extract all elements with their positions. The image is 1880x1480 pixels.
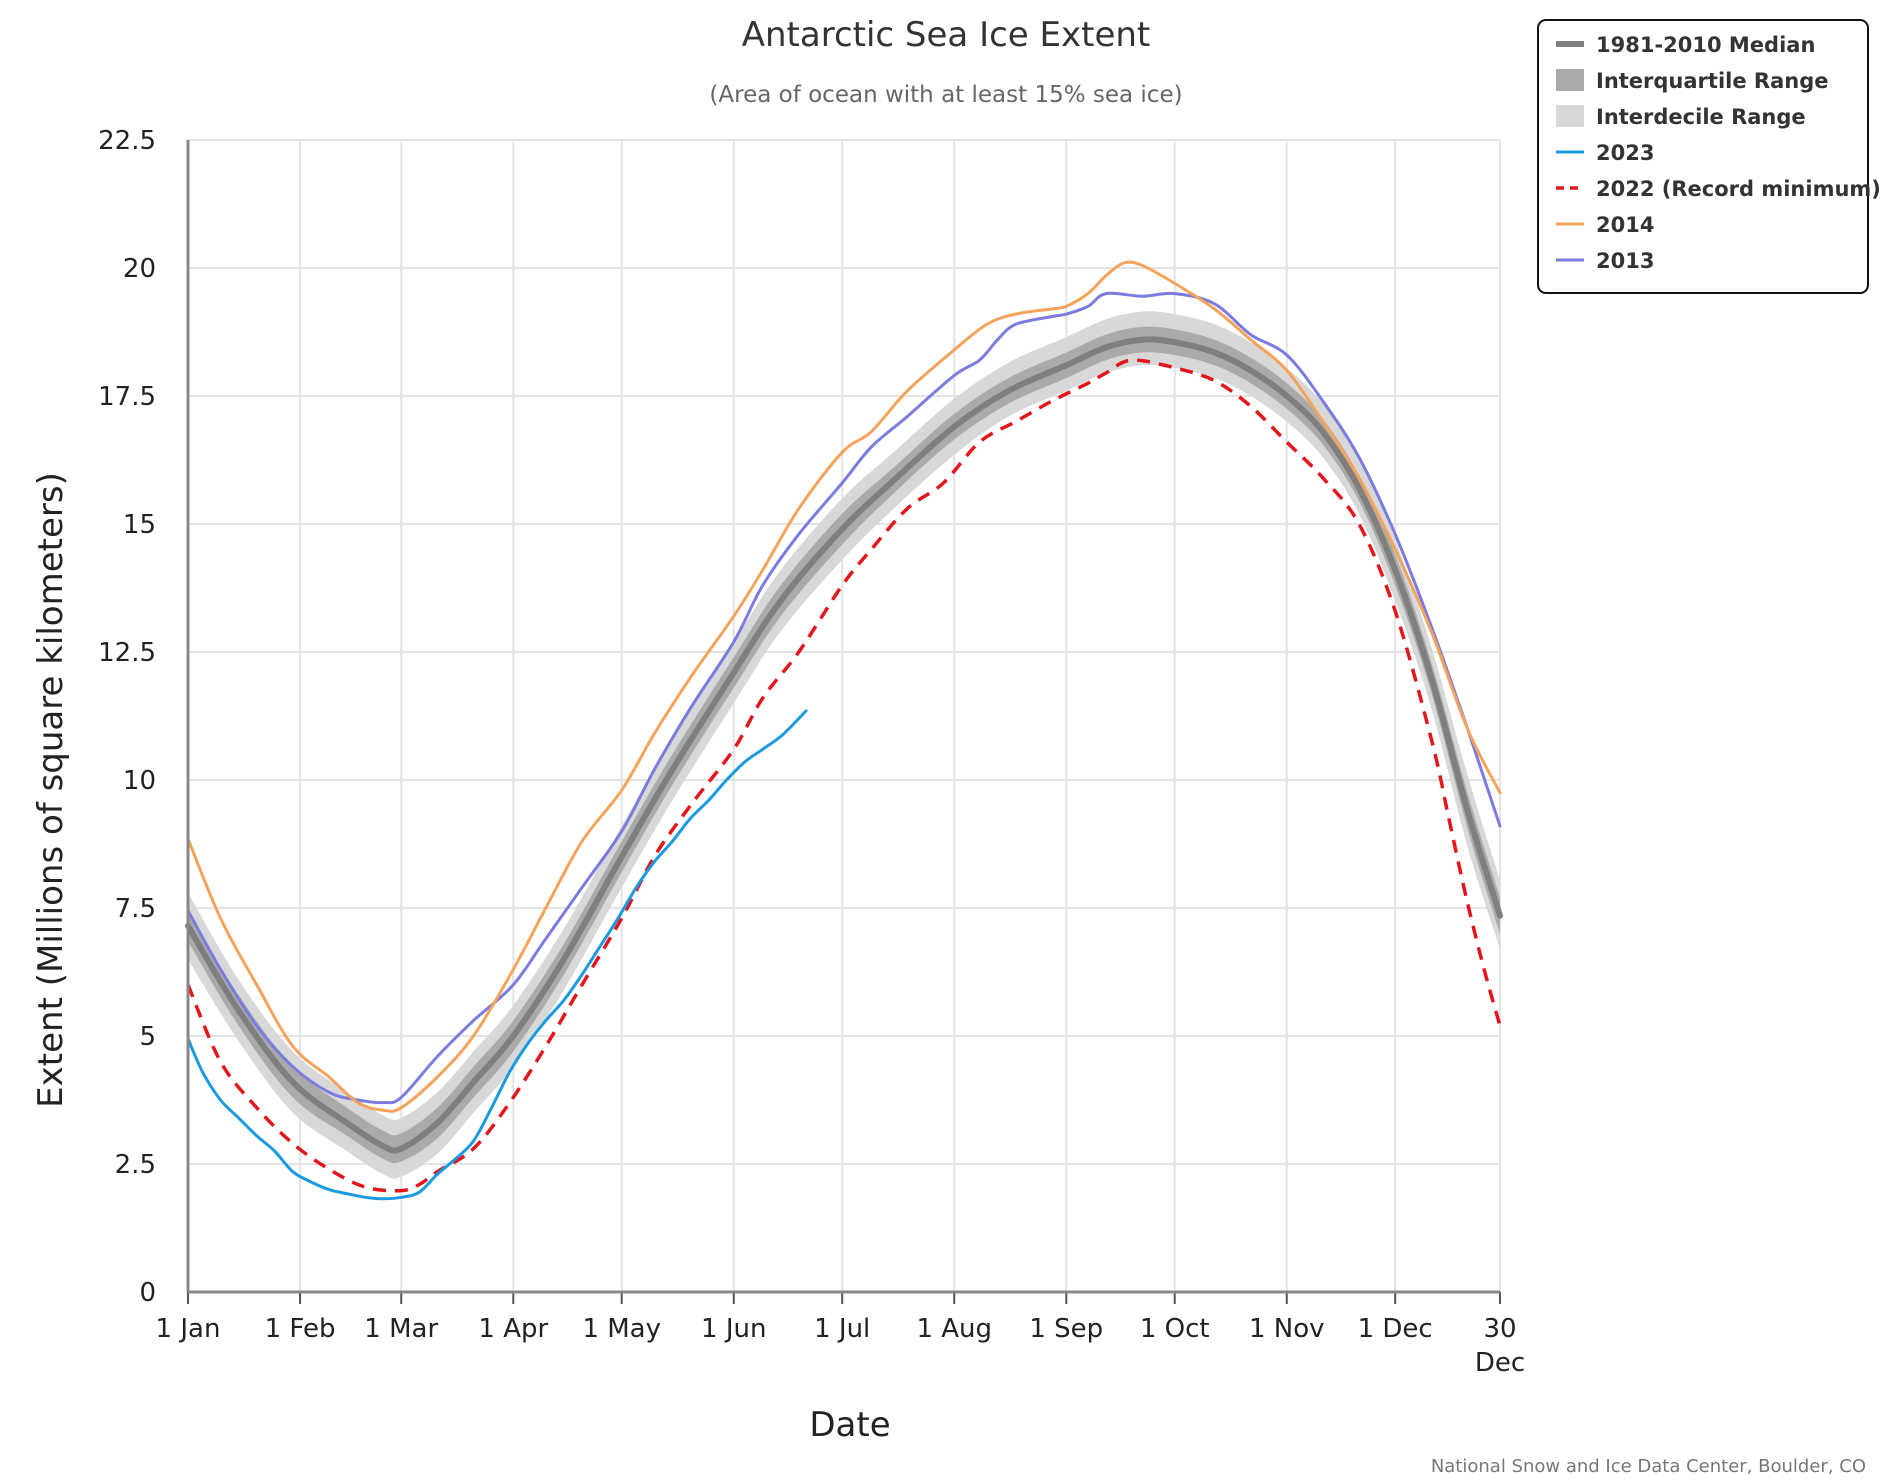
series-line-2014 xyxy=(186,260,1502,1113)
x-tick-label: 1 Jul xyxy=(814,1314,870,1344)
x-tick-label: 1 Jan xyxy=(156,1314,221,1344)
x-tick-label: 1 Apr xyxy=(478,1314,548,1344)
y-axis-label: Extent (Millions of square kilometers) xyxy=(31,472,71,1108)
legend-label: 2014 xyxy=(1596,213,1654,237)
y-tick-label: 15 xyxy=(123,510,156,540)
x-tick-label: 1 Jun xyxy=(701,1314,766,1344)
x-tick-label: 30 xyxy=(1483,1314,1516,1344)
y-tick-label: 17.5 xyxy=(98,382,156,412)
credit-text: National Snow and Ice Data Center, Bould… xyxy=(1431,1456,1866,1477)
y-tick-label: 12.5 xyxy=(98,638,156,668)
x-tick-label-line2: Dec xyxy=(1475,1348,1525,1378)
y-tick-label: 2.5 xyxy=(115,1150,156,1180)
legend-box xyxy=(1537,19,1869,294)
legend-label: Interquartile Range xyxy=(1596,69,1828,93)
x-axis-label: Date xyxy=(809,1405,890,1445)
series-line-2013 xyxy=(186,291,1502,1105)
x-tick-label: 1 May xyxy=(582,1314,661,1344)
y-tick-label: 5 xyxy=(139,1022,156,1052)
x-tick-label: 1 Mar xyxy=(364,1314,438,1344)
grid xyxy=(188,139,1501,1292)
x-tick-label: 1 Oct xyxy=(1140,1314,1210,1344)
series-line-2022-record-minimum- xyxy=(186,358,1502,1193)
y-tick-label: 0 xyxy=(139,1278,156,1308)
chart-subtitle: (Area of ocean with at least 15% sea ice… xyxy=(709,82,1182,108)
legend-label: Interdecile Range xyxy=(1596,105,1806,129)
legend-label: 2023 xyxy=(1596,141,1654,165)
legend-label: 2013 xyxy=(1596,249,1654,273)
range-bands xyxy=(188,311,1500,1179)
series-lines xyxy=(185,260,1503,1201)
chart-title: Antarctic Sea Ice Extent xyxy=(742,15,1151,55)
axes: 0 2.5 5 7.5 10 12.5 15 17.5 20 22.5 1 Jan 1 Feb 1 Ma… xyxy=(98,126,1525,1378)
legend-label: 2022 (Record minimum) xyxy=(1596,177,1880,201)
legend-swatch-1 xyxy=(1556,69,1584,91)
series-line-2023 xyxy=(186,709,808,1201)
x-tick-label: 1 Aug xyxy=(916,1314,992,1344)
y-tick-label: 7.5 xyxy=(115,894,156,924)
series-line-1981-2010-median xyxy=(185,336,1503,1154)
x-tick-label: 1 Dec xyxy=(1358,1314,1433,1344)
x-tick-label: 1 Sep xyxy=(1029,1314,1103,1344)
legend-label: 1981-2010 Median xyxy=(1596,33,1815,57)
x-tick-label: 1 Feb xyxy=(265,1314,336,1344)
legend: 1981-2010 Median Interquartile Range Inter… xyxy=(1537,19,1880,294)
y-tick-label: 10 xyxy=(123,766,156,796)
y-tick-label: 20 xyxy=(123,254,156,284)
legend-swatch-2 xyxy=(1556,105,1584,127)
x-tick-label: 1 Nov xyxy=(1249,1314,1325,1344)
y-tick-label: 22.5 xyxy=(98,126,156,156)
